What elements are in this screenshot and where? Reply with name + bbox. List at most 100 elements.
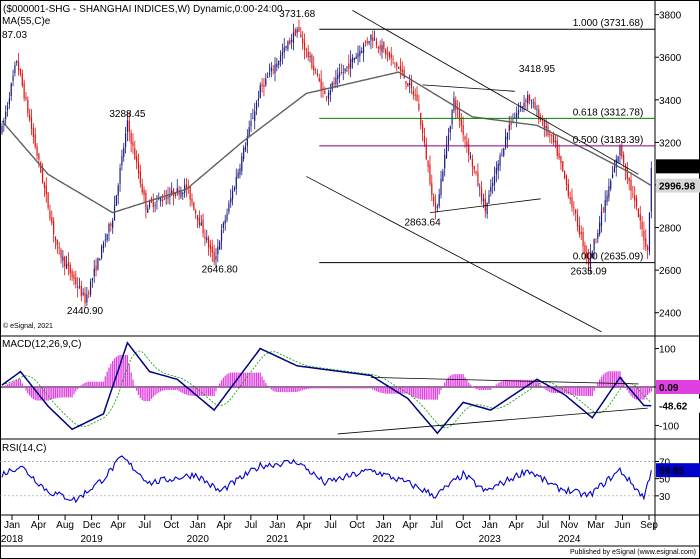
x-year-label: 2022 bbox=[372, 534, 395, 545]
price-candle bbox=[423, 136, 426, 143]
price-candle bbox=[532, 102, 534, 104]
price-candle bbox=[401, 69, 403, 73]
x-tick-label: Nov bbox=[560, 520, 578, 531]
price-candle bbox=[516, 113, 518, 119]
price-candle bbox=[318, 77, 320, 82]
price-candle bbox=[427, 160, 429, 167]
price-candle bbox=[510, 122, 512, 126]
price-candle bbox=[130, 132, 132, 144]
price-candle bbox=[444, 154, 446, 169]
price-annotation: 2440.90 bbox=[67, 306, 104, 317]
x-tick-label: Aug bbox=[56, 520, 74, 531]
price-candle bbox=[121, 155, 123, 166]
price-candle bbox=[265, 78, 267, 85]
macd-y-tick-label: 100 bbox=[659, 345, 676, 356]
price-candle bbox=[466, 141, 468, 147]
last-ma-label: 2996.98 bbox=[659, 182, 696, 193]
price-candle bbox=[47, 192, 49, 208]
price-candle bbox=[462, 124, 464, 135]
price-candle bbox=[375, 41, 378, 46]
x-tick-label: Sep bbox=[640, 520, 658, 531]
price-candle bbox=[565, 175, 568, 186]
price-candle bbox=[599, 222, 601, 235]
price-candle bbox=[340, 72, 343, 73]
price-candle bbox=[634, 195, 636, 201]
price-candle bbox=[632, 193, 634, 195]
price-candle bbox=[534, 102, 536, 110]
price-candle bbox=[584, 245, 586, 252]
price-y-tick-label: 3400 bbox=[659, 96, 682, 107]
price-candle bbox=[224, 220, 226, 224]
price-candle bbox=[481, 188, 483, 201]
price-candle bbox=[342, 72, 344, 73]
price-candle bbox=[53, 220, 55, 234]
price-y-tick-label: 3200 bbox=[659, 138, 682, 149]
price-candle bbox=[468, 144, 470, 155]
x-tick-label: Mar bbox=[587, 520, 605, 531]
price-candle bbox=[578, 225, 580, 234]
x-year-label: 2023 bbox=[479, 534, 502, 545]
price-candle bbox=[440, 178, 442, 196]
x-tick-label: Apr bbox=[296, 520, 312, 531]
price-candle bbox=[62, 256, 64, 261]
price-candle bbox=[521, 106, 523, 108]
price-candle bbox=[560, 156, 562, 164]
price-candle bbox=[302, 38, 304, 44]
price-candle bbox=[147, 208, 149, 213]
price-candle bbox=[274, 64, 276, 74]
price-candle bbox=[30, 117, 33, 130]
price-candle bbox=[136, 156, 138, 163]
price-candle bbox=[390, 53, 392, 58]
price-candle bbox=[414, 94, 416, 96]
price-candle bbox=[67, 261, 70, 267]
price-candle bbox=[362, 44, 365, 53]
ma-line bbox=[1, 71, 652, 214]
price-candle bbox=[523, 102, 525, 108]
price-candle bbox=[102, 243, 105, 249]
x-tick-label: Jan bbox=[190, 520, 206, 531]
price-candle bbox=[239, 168, 241, 175]
x-tick-label: Jul bbox=[324, 520, 337, 531]
x-tick-label: Jan bbox=[482, 520, 498, 531]
price-candle bbox=[593, 238, 595, 251]
price-candle bbox=[237, 172, 239, 178]
price-candle bbox=[259, 85, 261, 99]
price-candle bbox=[604, 199, 606, 213]
rsi-y-tick-label: 70 bbox=[659, 457, 671, 468]
price-candle bbox=[501, 155, 503, 156]
price-candle bbox=[314, 72, 317, 74]
rsi-y-tick-label: 30 bbox=[659, 492, 671, 503]
price-candle bbox=[126, 120, 129, 132]
price-candle bbox=[377, 47, 379, 49]
price-candle bbox=[228, 203, 230, 212]
price-candle bbox=[148, 201, 151, 208]
price-candle bbox=[623, 154, 625, 164]
price-candle bbox=[6, 105, 9, 110]
price-candle bbox=[569, 197, 571, 200]
price-candle bbox=[36, 146, 38, 156]
price-candle bbox=[38, 153, 40, 160]
price-candle bbox=[97, 257, 99, 270]
price-candle bbox=[80, 285, 82, 297]
macd-y-tick-label: -100 bbox=[659, 421, 679, 432]
price-annotation: 3418.95 bbox=[519, 64, 556, 75]
price-candle bbox=[77, 286, 79, 288]
price-candle bbox=[41, 169, 44, 183]
macd-signal-value-box bbox=[656, 380, 700, 394]
price-candle bbox=[488, 194, 490, 204]
price-candle bbox=[394, 62, 396, 64]
price-candle bbox=[267, 76, 269, 78]
price-candle bbox=[292, 32, 295, 43]
price-candle bbox=[626, 168, 628, 179]
price-candle bbox=[18, 61, 20, 71]
last-price-label: 3087.53 bbox=[659, 162, 696, 173]
price-candle bbox=[58, 247, 60, 249]
price-annotation: 2646.80 bbox=[202, 264, 239, 275]
price-candle bbox=[381, 45, 383, 52]
price-candle bbox=[499, 155, 501, 167]
price-candle bbox=[412, 90, 414, 95]
price-candle bbox=[261, 83, 263, 87]
price-candle bbox=[613, 166, 616, 173]
ma-label: MA(55,C)e bbox=[2, 16, 51, 27]
price-candle bbox=[497, 163, 499, 171]
